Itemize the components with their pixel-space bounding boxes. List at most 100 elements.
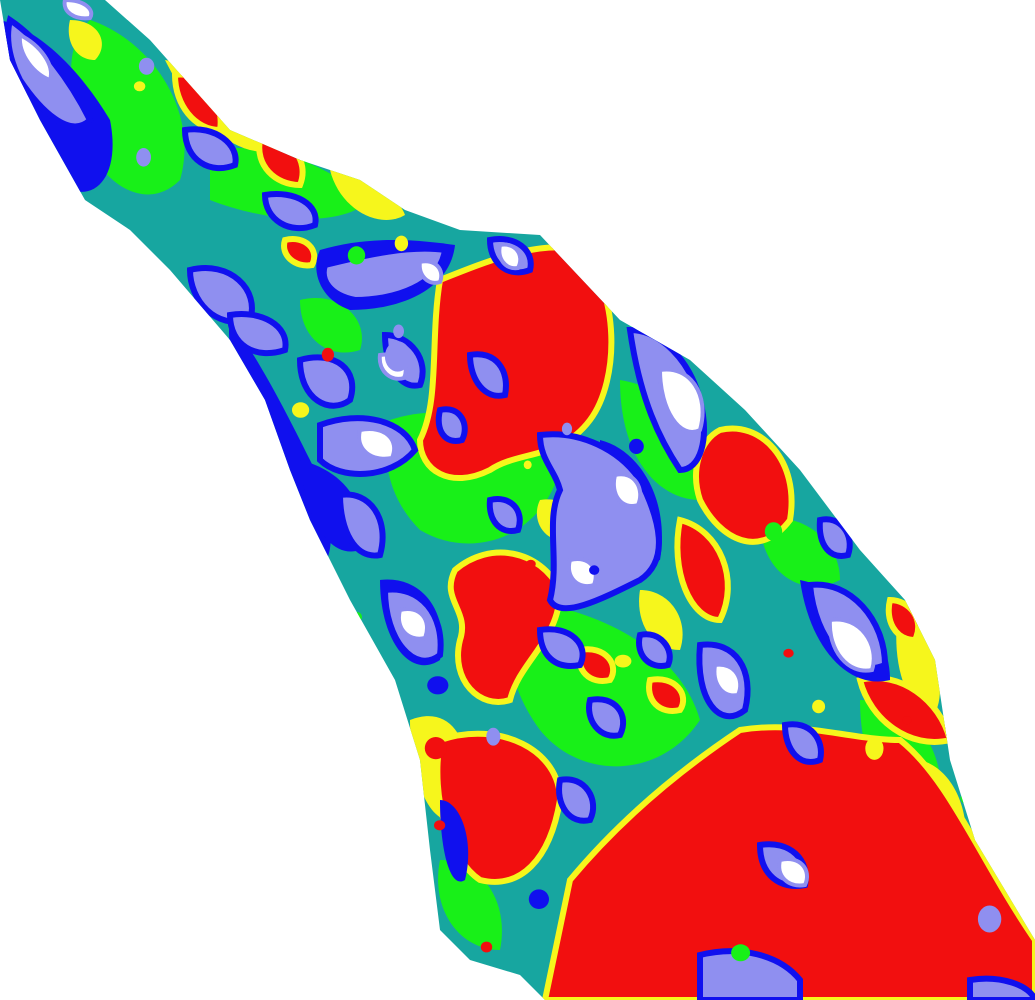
zone-speckle (629, 438, 644, 454)
zone-speckle (570, 64, 587, 78)
zone-speckle (323, 770, 343, 786)
zone-white (566, 557, 598, 589)
zone-speckle (731, 944, 751, 962)
zone-speckle (245, 527, 259, 537)
zone-lavender (336, 491, 386, 559)
zone-speckle (321, 347, 334, 362)
zone-speckle (110, 730, 127, 748)
zone-white (777, 857, 809, 888)
zone-lavender (556, 776, 597, 824)
zone-speckle (198, 694, 219, 718)
zone-white (417, 259, 444, 285)
zone-speckle (666, 274, 681, 286)
zone-red (674, 516, 731, 624)
zone-speckle (525, 559, 536, 569)
zone-white (62, 0, 94, 21)
zone-speckle (469, 80, 496, 107)
zone-blue (440, 800, 469, 882)
zone-speckle (208, 13, 228, 29)
zone-speckle (960, 792, 976, 805)
zone-speckle (480, 941, 493, 953)
zone-speckle (589, 565, 600, 575)
zone-speckle (614, 654, 632, 668)
zone-speckle (136, 307, 153, 325)
zone-lavender (816, 516, 853, 559)
zone-white (17, 31, 53, 83)
zone-speckle (57, 360, 76, 378)
zone-lavender (536, 626, 586, 669)
zone-lavender (636, 631, 673, 669)
zone-speckle (764, 522, 783, 541)
zone-lavender (181, 126, 239, 172)
zone-speckle (268, 613, 293, 645)
zone-speckle (280, 666, 292, 678)
zone-speckle (906, 348, 919, 360)
zone-speckle (856, 450, 873, 465)
zone-speckle (969, 327, 985, 344)
zone-speckle (486, 727, 501, 746)
zone-red-layer (171, 71, 1035, 1000)
zone-lavender (226, 311, 289, 357)
zone-speckle (179, 710, 198, 735)
zone-white (712, 662, 743, 698)
zone-speckle (561, 422, 573, 436)
zone-speckle (292, 402, 310, 418)
zone-lavender (781, 721, 824, 765)
zone-speckle (699, 285, 711, 300)
zone-speckle (276, 729, 291, 747)
zone-white-layer (17, 0, 876, 888)
zone-speckle (347, 246, 366, 265)
zone-speckle (1005, 653, 1017, 666)
zone-speckle (925, 534, 952, 563)
zone-speckle (434, 820, 446, 831)
zone-lavender (435, 406, 468, 444)
zone-speckle (528, 889, 550, 909)
zone-lavender (261, 191, 319, 232)
zone-white (657, 367, 705, 434)
zone-speckle (68, 527, 92, 555)
zone-lavender (697, 948, 803, 1000)
zone-yellow (68, 20, 102, 60)
zone-speckle (168, 779, 193, 800)
zone-speckle (157, 478, 173, 490)
zone-speckle (865, 737, 884, 760)
zone-speckle (424, 737, 447, 760)
zone-speckle (138, 57, 155, 75)
zone-speckle (276, 545, 291, 557)
zone-speckle (913, 567, 924, 576)
zone-speckle (977, 905, 1002, 933)
zone-lavender (586, 696, 627, 739)
zone-white (357, 427, 397, 461)
zone-white (396, 607, 429, 641)
zone-speckle (523, 460, 532, 470)
zone-speckle (275, 821, 287, 830)
zone-speckle (136, 148, 152, 167)
zone-white (611, 472, 643, 508)
zone-speckle (766, 140, 780, 156)
zone-speckle (427, 676, 449, 695)
zone-speckle (394, 235, 409, 252)
zone-speckle (585, 37, 600, 50)
zone-green (300, 298, 362, 353)
zone-white (497, 242, 523, 271)
zone-speckle (999, 450, 1023, 476)
zone-speckle (783, 648, 794, 658)
zone-speckle (216, 52, 242, 85)
zone-speckle (812, 699, 826, 714)
zone-speckle (902, 716, 912, 725)
zone-red (646, 676, 687, 714)
zone-speckle (384, 341, 411, 372)
zone-speckle (352, 612, 362, 622)
zone-speckle (895, 177, 904, 188)
zone-speckle (902, 413, 919, 433)
zone-speckle (170, 718, 194, 735)
zone-red (447, 549, 564, 705)
zone-red (281, 236, 317, 269)
zone-speckle (527, 64, 541, 77)
zone-speckle (534, 83, 558, 109)
zone-lavender (486, 496, 523, 534)
zone-speckle (902, 470, 915, 484)
zone-yellow (330, 170, 405, 220)
